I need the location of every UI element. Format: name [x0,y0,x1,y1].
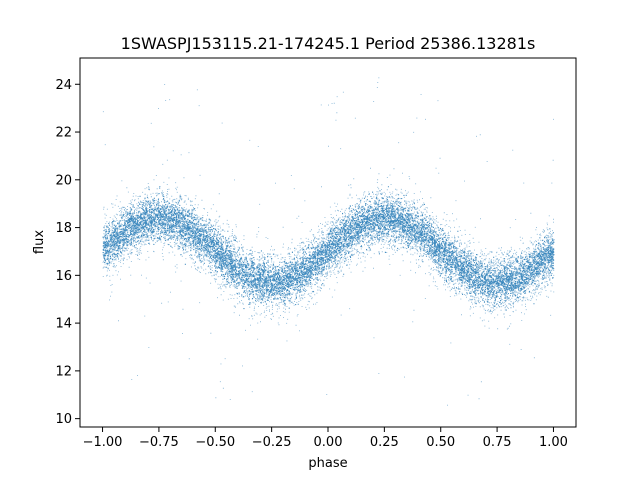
x-tick-label: −0.50 [195,435,235,450]
y-tick-label: 18 [55,221,72,236]
y-tick-label: 14 [55,317,72,332]
x-tick-label: −0.75 [139,435,179,450]
y-tick-label: 16 [55,269,72,284]
x-tick-label: 1.00 [539,435,568,450]
y-tick-label: 12 [55,364,72,379]
x-tick-label: 0.75 [483,435,512,450]
x-axis-label: phase [308,456,347,471]
y-tick-label: 10 [55,412,72,427]
x-tick-label: −1.00 [83,435,123,450]
scatter-points [102,77,555,406]
y-tick-label: 20 [55,173,72,188]
y-axis-ticks: 10 12 14 16 18 20 22 24 [55,78,80,427]
x-tick-label: −0.25 [252,435,292,450]
y-tick-label: 24 [55,78,72,93]
x-tick-label: 0.25 [370,435,399,450]
chart-title: 1SWASPJ153115.21-174245.1 Period 25386.1… [121,34,536,53]
x-tick-label: 0.00 [314,435,343,450]
x-tick-label: 0.50 [426,435,455,450]
data-point-core [102,186,555,312]
x-axis-ticks: −1.00 −0.75 −0.50 −0.25 0.00 0.25 0.50 0.75 1.00 [83,427,568,450]
y-tick-label: 22 [55,126,72,141]
y-axis-label: flux [32,230,47,254]
data-point-cloud [102,77,555,406]
